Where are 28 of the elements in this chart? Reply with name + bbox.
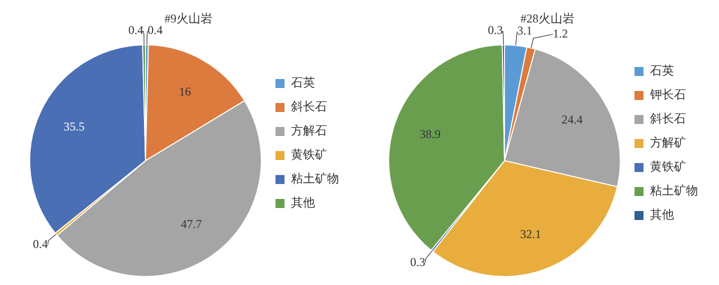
legend-label: 钾长石 (649, 88, 686, 102)
legend-label: 其他 (650, 208, 674, 222)
data-label: 16 (179, 84, 192, 99)
legend-label: 斜长石 (650, 112, 686, 126)
data-label: 3.1 (517, 24, 532, 38)
data-label: 0.3 (488, 23, 503, 38)
data-label: 0.4 (32, 236, 48, 251)
chart-title: #28火山岩 (520, 11, 574, 26)
data-label: 0.3 (410, 254, 426, 269)
legend-label: 方解矿 (650, 136, 686, 150)
legend-label: 方解石 (291, 124, 327, 138)
data-label: 0.4 (148, 23, 163, 38)
data-label: 0.4 (128, 23, 144, 38)
legend-label: 石英 (291, 76, 315, 90)
data-label: 47.7 (180, 216, 202, 231)
legend-label: 粘土矿物 (650, 184, 698, 198)
legend-label: 黄铁矿 (291, 148, 327, 162)
legend-label: 其他 (291, 196, 315, 210)
legend-label: 斜长石 (291, 100, 327, 114)
legend-label: 粘土矿物 (291, 172, 339, 186)
data-label: 35.5 (64, 120, 85, 134)
data-label: 1.2 (552, 26, 568, 40)
data-label: 32.1 (520, 227, 542, 242)
data-label: 38.9 (420, 127, 441, 142)
legend-label: 石英 (650, 64, 674, 78)
legend-label: 黄铁矿 (650, 160, 686, 174)
chart-title: #9火山岩 (164, 11, 212, 26)
data-label: 24.4 (562, 112, 583, 127)
